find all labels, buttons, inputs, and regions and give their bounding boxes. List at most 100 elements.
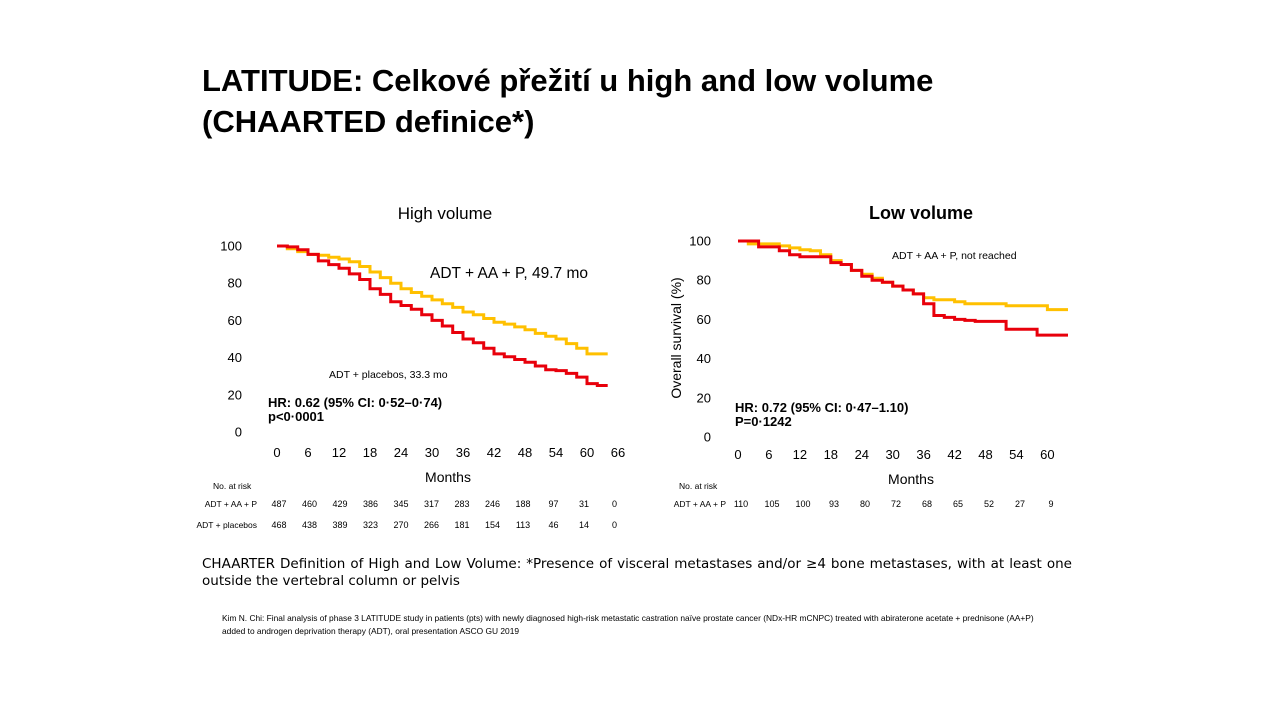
hv-risk-value: 468 [271, 520, 286, 530]
hv-y-tick-label: 20 [228, 387, 242, 402]
lv-y-tick-label: 80 [697, 273, 711, 288]
hv-risk-value: 386 [363, 499, 378, 509]
lv-chart-title: Low volume [869, 203, 973, 223]
hv-risk-value: 270 [393, 520, 408, 530]
hv-y-tick-label: 80 [228, 276, 242, 291]
hv-risk-value: 345 [393, 499, 408, 509]
lv-risk-value: 68 [922, 499, 932, 509]
hv-x-tick-label: 48 [518, 445, 532, 460]
lv-x-tick-label: 54 [1009, 447, 1023, 462]
hv-risk-value: 113 [516, 520, 530, 530]
hv-x-tick-label: 42 [487, 445, 501, 460]
hv-risk-value: 0 [612, 499, 617, 509]
hv-risk-value: 429 [332, 499, 347, 509]
hv-risk-value: 31 [579, 499, 589, 509]
hv-x-tick-label: 60 [580, 445, 594, 460]
hv-x-tick-label: 6 [304, 445, 311, 460]
lv-y-tick-label: 0 [704, 430, 711, 445]
hv-risk-value: 317 [424, 499, 439, 509]
hv-risk-value: 246 [485, 499, 500, 509]
lv-plot-area: 0 20 40 60 80 100 0 6 12 18 24 30 36 42 48 54 60 [689, 234, 1068, 462]
lv-risk-label-aa: ADT + AA + P [674, 499, 727, 509]
lv-risk-value: 52 [984, 499, 994, 509]
lv-risk-value: 72 [891, 499, 901, 509]
slide-title-line1: LATITUDE: Celkové přežití u high and low… [202, 63, 934, 98]
slide-title-line2: (CHAARTED definice*) [202, 104, 535, 139]
lv-x-tick-label: 30 [885, 447, 899, 462]
lv-x-tick-label: 48 [978, 447, 992, 462]
lv-risk-value: 105 [764, 499, 779, 509]
lv-x-axis-label: Months [888, 471, 934, 487]
hv-risk-value: 266 [424, 520, 439, 530]
lv-risk-value: 27 [1015, 499, 1025, 509]
hv-chart-title: High volume [398, 204, 493, 223]
volume-definition: CHAARTER Definition of High and Low Volu… [202, 556, 1072, 589]
hv-risk-value: 460 [302, 499, 317, 509]
lv-x-tick-label: 42 [947, 447, 961, 462]
hv-x-tick-label: 36 [456, 445, 470, 460]
hv-aa-median-label: ADT + AA + P, 49.7 mo [430, 265, 588, 282]
lv-x-tick-label: 18 [824, 447, 838, 462]
hv-risk-value: 46 [548, 520, 558, 530]
lv-y-tick-label: 60 [697, 312, 711, 327]
lv-y-tick-label: 40 [697, 351, 711, 366]
lv-series-line-adt-placebo [738, 239, 1068, 337]
hv-risk-value: 0 [612, 520, 617, 530]
hv-risk-header: No. at risk [213, 481, 252, 491]
lv-risk-value: 100 [795, 499, 810, 509]
hv-x-tick-label: 12 [332, 445, 346, 460]
hv-x-tick-label: 0 [273, 445, 280, 460]
hv-series-line-adt-aa-p [277, 244, 608, 356]
hv-p-value: p<0·0001 [268, 409, 324, 424]
hv-risk-value: 181 [454, 520, 469, 530]
hv-risk-value: 14 [579, 520, 589, 530]
hv-risk-label-placebo: ADT + placebos [196, 520, 257, 530]
hv-y-tick-label: 60 [228, 313, 242, 328]
hv-x-tick-label: 18 [363, 445, 377, 460]
hv-risk-label-aa: ADT + AA + P [205, 499, 258, 509]
hv-hazard-ratio: HR: 0.62 (95% CI: 0·52–0·74) [268, 395, 442, 410]
hv-risk-value: 283 [454, 499, 469, 509]
hv-risk-value: 154 [485, 520, 500, 530]
lv-y-tick-label: 20 [697, 390, 711, 405]
hv-placebo-median-label: ADT + placebos, 33.3 mo [329, 369, 448, 381]
lv-y-axis-label: Overall survival (%) [668, 277, 684, 398]
lv-risk-value: 80 [860, 499, 870, 509]
lv-x-tick-label: 12 [793, 447, 807, 462]
lv-x-tick-label: 6 [765, 447, 772, 462]
lv-y-tick-label: 100 [689, 234, 711, 249]
lv-x-tick-label: 24 [855, 447, 869, 462]
lv-hazard-ratio: HR: 0.72 (95% CI: 0·47–1.10) [735, 400, 908, 415]
hv-y-tick-label: 100 [220, 239, 242, 254]
lv-risk-header: No. at risk [679, 481, 718, 491]
lv-x-tick-label: 36 [916, 447, 930, 462]
lv-aa-median-label: ADT + AA + P, not reached [892, 250, 1017, 262]
hv-x-tick-label: 30 [425, 445, 439, 460]
hv-x-tick-label: 54 [549, 445, 563, 460]
lv-risk-value: 93 [829, 499, 839, 509]
hv-y-tick-label: 40 [228, 350, 242, 365]
lv-risk-values: 110 105 100 93 80 72 68 65 52 27 9 [734, 499, 1054, 509]
lv-p-value: P=0·1242 [735, 414, 792, 429]
hv-x-tick-label: 66 [611, 445, 625, 460]
hv-risk-value: 438 [302, 520, 317, 530]
hv-risk-value: 97 [548, 499, 558, 509]
lv-risk-value: 9 [1048, 499, 1053, 509]
hv-y-tick-label: 0 [235, 425, 242, 440]
hv-risk-value: 487 [271, 499, 286, 509]
lv-x-tick-label: 60 [1040, 447, 1054, 462]
lv-x-tick-label: 0 [734, 447, 741, 462]
lv-risk-value: 110 [734, 499, 748, 509]
hv-risk-value: 389 [332, 520, 347, 530]
lv-risk-value: 65 [953, 499, 963, 509]
hv-risk-value: 323 [363, 520, 378, 530]
hv-x-axis-label: Months [425, 469, 471, 485]
reference-citation: Kim N. Chi: Final analysis of phase 3 LA… [222, 613, 1034, 636]
hv-plot-area: 0 20 40 60 80 100 0 6 12 18 24 30 36 42 48 54 60 66 [220, 239, 625, 461]
hv-x-tick-label: 24 [394, 445, 408, 460]
hv-risk-value: 188 [515, 499, 530, 509]
hv-series-line-adt-placebo [277, 244, 608, 387]
slide-title: LATITUDE: Celkové přežití u high and low… [202, 60, 1102, 142]
